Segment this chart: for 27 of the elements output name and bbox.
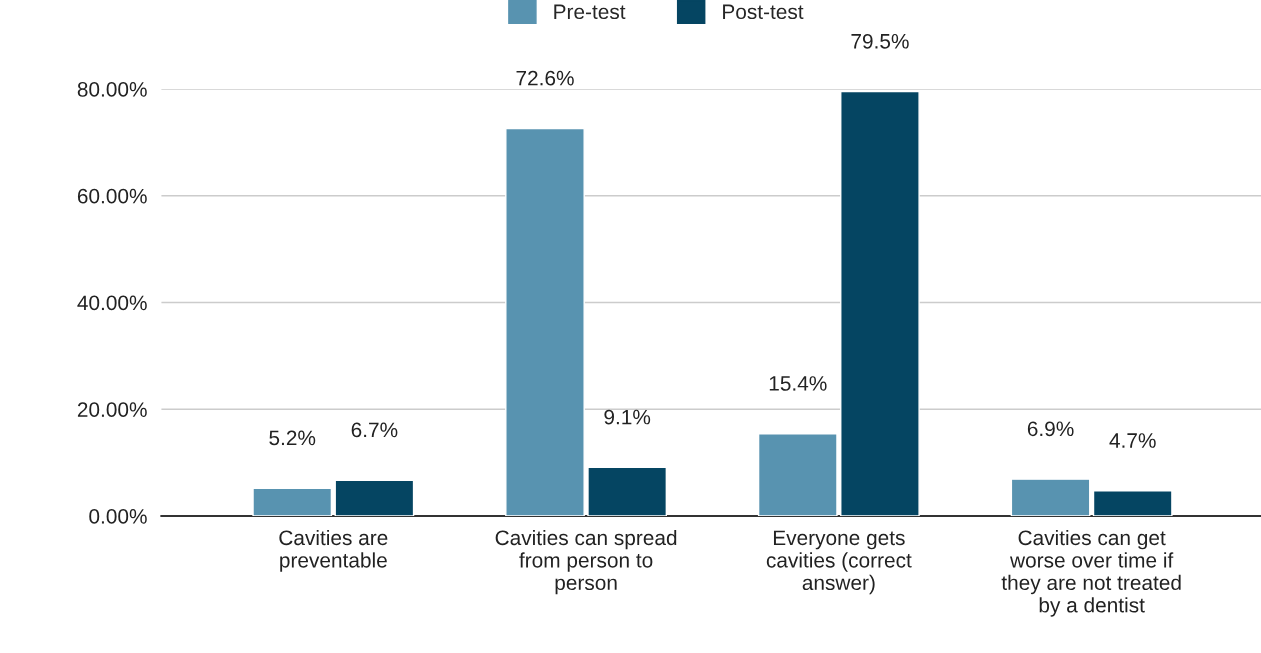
bar xyxy=(252,487,333,516)
data-label: 15.4% xyxy=(769,376,827,391)
bar xyxy=(334,479,415,516)
data-label: 79.5% xyxy=(851,33,909,49)
bar xyxy=(587,466,668,516)
data-label: 6.9% xyxy=(1027,421,1074,437)
legend-label: Pre-test xyxy=(554,4,626,20)
x-tick-label: Everyone gets cavities (correct answer) xyxy=(766,530,912,595)
bar xyxy=(1010,478,1091,516)
y-tick-label: 60.00% xyxy=(77,188,147,204)
data-label: 5.2% xyxy=(269,430,316,446)
bar xyxy=(840,90,920,516)
data-label: 9.1% xyxy=(604,409,651,425)
data-label: 4.7% xyxy=(1109,433,1156,448)
x-tick-label: Cavities are preventable xyxy=(279,529,388,572)
bar xyxy=(757,433,838,516)
x-tick-label: Cavities can spread from person to person xyxy=(495,529,677,595)
bar xyxy=(505,127,585,516)
legend-label: Post-test xyxy=(723,4,804,20)
y-tick-label: 0.00% xyxy=(89,509,147,524)
data-label: 6.7% xyxy=(351,422,398,438)
bar xyxy=(1092,490,1173,516)
y-tick-label: 80.00% xyxy=(77,82,147,97)
x-tick-label: Cavities can get worse over time if they are not treated by a dentist xyxy=(1001,529,1181,617)
y-tick-label: 40.00% xyxy=(77,295,147,311)
data-label: 72.6% xyxy=(516,70,574,86)
y-tick-label: 20.00% xyxy=(77,402,147,417)
